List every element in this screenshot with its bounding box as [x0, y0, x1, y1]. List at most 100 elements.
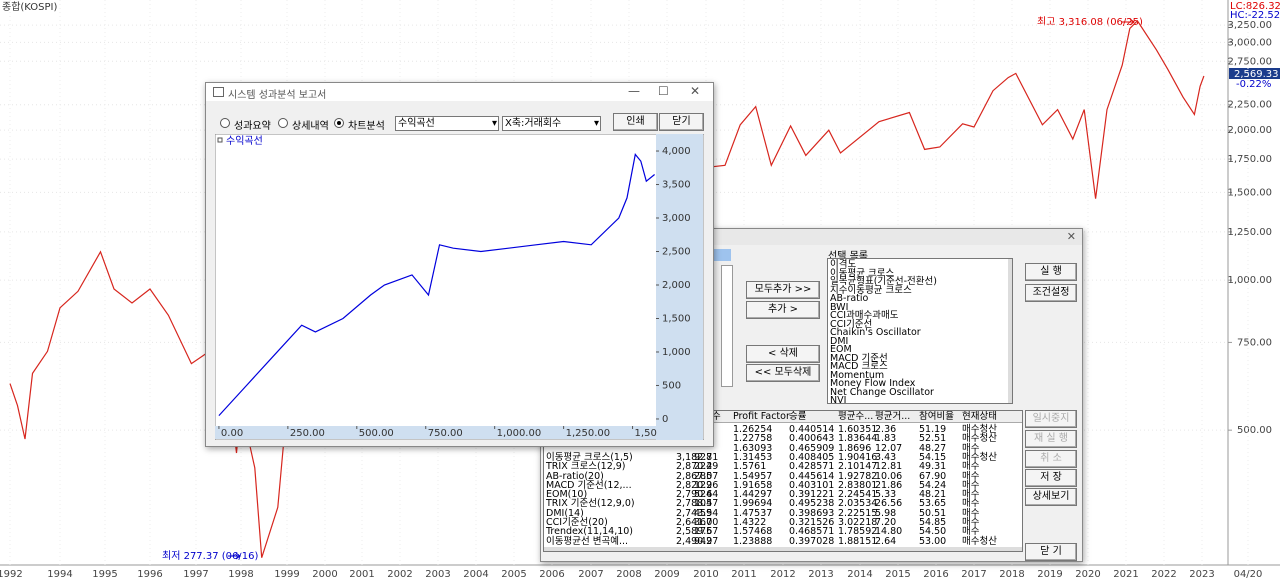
table-cell: 2.22515 [838, 507, 878, 519]
table-cell: 매수 [962, 517, 980, 528]
y-tick-label: 500.00 [1237, 425, 1272, 436]
table-cell: 1.88151 [838, 535, 878, 547]
y-tick-label: 2,000 [662, 280, 691, 291]
x-tick-label: 2005 [501, 569, 526, 580]
y-tick-label: 3,250.00 [1227, 20, 1272, 31]
x-tick-label: 2016 [923, 569, 948, 580]
table-cell: 0.391221 [789, 489, 835, 501]
table-cell: 1.26254 [733, 424, 773, 435]
y-tick-label: 2,750.00 [1227, 56, 1272, 67]
maximize[interactable]: ☐ [658, 84, 669, 98]
equity-chart: 수익곡선 0 500 1,000 1,500 2,000 2,500 3,000 3,500 4… [215, 134, 704, 440]
table-cell: 942 [694, 535, 713, 547]
x-tick-label: 1999 [274, 569, 299, 580]
print-button[interactable]: 인쇄 [613, 113, 658, 131]
x-tick-label: 1,250.00 [566, 428, 611, 439]
radio[interactable] [278, 118, 288, 128]
minimize[interactable]: — [628, 84, 640, 98]
list-item[interactable]: 지수이동평균 크로스 [830, 284, 912, 296]
list-item[interactable]: EOM [830, 344, 852, 355]
radio[interactable] [220, 118, 230, 128]
table-cell: 52.51 [919, 433, 947, 445]
x-tick-label: 2017 [961, 569, 986, 580]
table-cell: 매수 [962, 479, 980, 491]
table-cell: TRIX 크로스(12,9) [546, 461, 626, 473]
low-note: 최저 277.37 (06/16) [162, 550, 258, 562]
table-cell: 0.495238 [789, 498, 835, 510]
table-cell: 3.43 [875, 451, 897, 463]
table-cell: Trendex(11,14,10) [546, 526, 634, 538]
table-cell: 1.92782 [838, 470, 878, 482]
list-item[interactable]: AB-ratio [830, 293, 869, 304]
list-item[interactable]: NVI [830, 395, 847, 404]
list-item[interactable]: Chaikin's Oscillator [830, 327, 921, 338]
side-button[interactable]: 실 행 [1025, 263, 1077, 281]
y-tick-label: 750.00 [1237, 337, 1272, 348]
list-box[interactable]: 이격도 이동평균 크로스 일목균형표(기준선-전환선) 지수이동평균 크로스 AB-ra… [827, 258, 1013, 404]
list-item[interactable]: Net Change Oscillator [830, 386, 934, 398]
scrollbar [1008, 259, 1012, 403]
app-icon [213, 87, 224, 97]
move-button[interactable]: 모두추가 >> [746, 281, 820, 299]
table-cell: 5.33 [875, 489, 897, 501]
axis-select[interactable]: X축:거래회수 ▾ [502, 116, 601, 131]
list-item[interactable]: CCI과매수과매도 [830, 310, 899, 321]
list-item[interactable]: DMI [830, 335, 849, 347]
list-item[interactable]: 일목균형표(기준선-전환선) [830, 276, 937, 287]
table-cell: 105 [694, 498, 713, 510]
list-item[interactable]: BWI [830, 301, 849, 313]
list-item[interactable]: MACD 기준선 [830, 352, 888, 364]
table-cell: 51.19 [919, 424, 947, 435]
list-item[interactable]: Money Flow Index [830, 378, 916, 389]
table-cell: 54.85 [919, 517, 947, 528]
side-button[interactable]: 조건설정 [1025, 284, 1077, 302]
x-tick-label: 1,000.00 [497, 428, 542, 439]
x-tick-label: 2008 [616, 569, 641, 580]
x-tick-label: 1,50 [635, 428, 657, 439]
x-tick-label: 1995 [92, 569, 117, 580]
x-tick-label: 1997 [183, 569, 208, 580]
table-cell: 매수청산 [962, 451, 997, 463]
move-button[interactable]: < 삭제 [746, 345, 820, 363]
side-button[interactable]: 상세보기 [1025, 488, 1077, 506]
dropdown-arrow: ▾ [491, 118, 497, 129]
table-cell: 224 [694, 461, 713, 473]
list-item[interactable]: CCI기준선 [830, 318, 873, 330]
close-x[interactable]: ✕ [1066, 230, 1076, 243]
label-icon [217, 137, 223, 143]
list-item[interactable]: 이동평균 크로스 [830, 267, 895, 279]
side-button[interactable]: 재 실 행 [1025, 430, 1077, 448]
table-cell: 2,641.00 [676, 517, 719, 528]
close-x[interactable]: ✕ [690, 84, 701, 98]
close-button[interactable]: 닫기 [659, 113, 704, 131]
table-cell: 53.65 [919, 498, 947, 510]
move-button[interactable]: 추가 > [746, 301, 820, 319]
table-cell: 175 [694, 526, 713, 538]
table-cell: 285 [694, 470, 713, 482]
table-cell: 3.02218 [838, 517, 878, 528]
list-item[interactable]: 이격도 [830, 259, 857, 270]
list-item[interactable]: MACD 크로스 [830, 361, 888, 372]
side-button[interactable]: 취 소 [1025, 450, 1077, 468]
equity-line [218, 153, 655, 417]
table-cell: 49.31 [919, 461, 947, 473]
curve-select[interactable]: 수익곡선 ▾ [395, 116, 499, 131]
title-bar [206, 83, 713, 101]
close-button[interactable]: 닫 기 [1025, 543, 1077, 561]
table-cell: 1.83644 [838, 433, 878, 445]
side-button[interactable]: 일시중지 [1025, 410, 1077, 428]
x-tick-label: 2001 [349, 569, 374, 580]
side-button[interactable]: 저 장 [1025, 469, 1077, 487]
y-tick-label: 1,250.00 [1227, 227, 1272, 238]
table-cell: 53.00 [919, 535, 947, 547]
table-cell: 매수 [962, 442, 980, 454]
current-price: 2,569.33 [1234, 69, 1279, 80]
move-button[interactable]: << 모두삭제 [746, 364, 820, 382]
chart-label: 수익곡선 [226, 135, 263, 147]
table-cell: 14.80 [875, 526, 903, 538]
table-cell: 2.03534 [838, 498, 878, 510]
table-cell: 12.07 [875, 442, 903, 454]
list-item[interactable]: Momentum [830, 369, 885, 381]
y-tick-label: 1,750.00 [1227, 154, 1272, 165]
table-cell: 54.15 [919, 451, 947, 463]
